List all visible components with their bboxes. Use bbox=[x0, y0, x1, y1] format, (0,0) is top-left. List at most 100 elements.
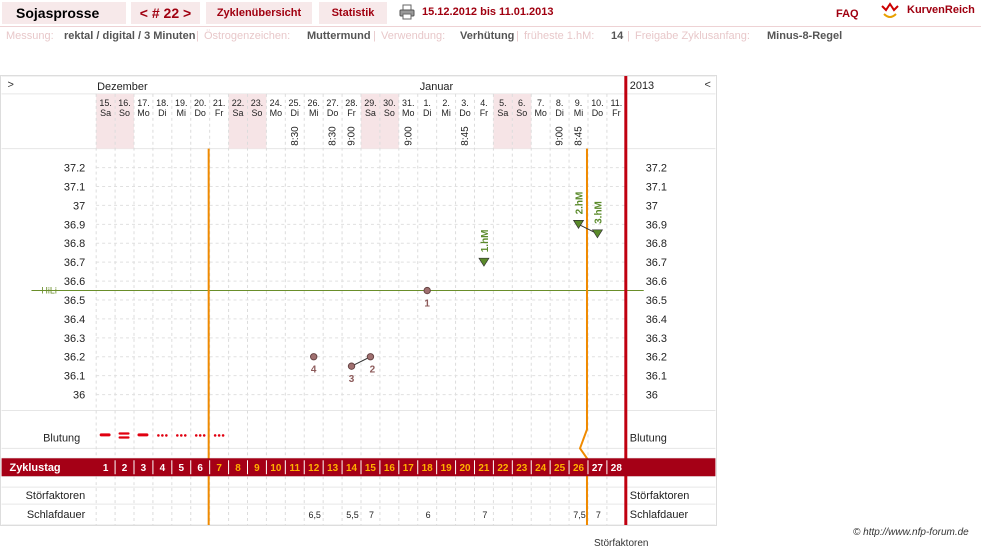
day-date: 25. bbox=[289, 98, 301, 108]
y-tick-left: 37.1 bbox=[64, 181, 85, 193]
cycle-day-number: 5 bbox=[179, 463, 185, 474]
earliest-hm-label: früheste 1.hM: bbox=[524, 30, 595, 42]
settings-info-bar: Messung: rektal / digital / 3 Minuten | … bbox=[0, 30, 981, 44]
cycle-day-number: 24 bbox=[535, 463, 547, 474]
y-tick-right: 36.7 bbox=[646, 257, 667, 269]
day-weekday: Sa bbox=[100, 108, 111, 118]
day-date: 31. bbox=[402, 98, 414, 108]
weekend-shade bbox=[96, 93, 116, 149]
cycle-day-number: 2 bbox=[122, 463, 128, 474]
date-range: 15.12.2012 bis 11.01.2013 bbox=[422, 6, 554, 18]
cycle-day-number: 22 bbox=[497, 463, 509, 474]
weekend-shade bbox=[228, 93, 248, 149]
bleeding-marker bbox=[161, 434, 164, 437]
day-weekday: Di bbox=[291, 108, 299, 118]
measure-time: 9:00 bbox=[403, 126, 414, 146]
faq-link[interactable]: FAQ bbox=[836, 8, 859, 20]
cycle-day-number: 13 bbox=[327, 463, 339, 474]
temperature-point bbox=[366, 353, 375, 361]
bleeding-marker bbox=[194, 434, 198, 437]
y-tick-left: 36.3 bbox=[64, 333, 85, 345]
bleeding-marker bbox=[118, 432, 130, 435]
day-weekday: Mi bbox=[177, 108, 186, 118]
day-weekday: Do bbox=[194, 108, 205, 118]
estrogen-value: Muttermund bbox=[307, 30, 371, 42]
y-tick-right: 36.2 bbox=[646, 352, 667, 364]
day-date: 4. bbox=[480, 98, 487, 108]
weekend-shade bbox=[379, 93, 399, 149]
bleeding-marker bbox=[179, 434, 183, 437]
temperature-point bbox=[423, 286, 431, 295]
day-date: 11. bbox=[610, 98, 622, 108]
day-date: 19. bbox=[175, 98, 187, 108]
disturbance-label: Störfaktoren bbox=[26, 490, 86, 502]
cycle-navigation[interactable]: < # 22 > bbox=[131, 2, 200, 24]
day-weekday: Di bbox=[423, 108, 431, 118]
hm-marker-icon bbox=[478, 257, 490, 267]
tab-statistics[interactable]: Statistik bbox=[319, 2, 387, 24]
y-tick-right: 36.6 bbox=[646, 276, 667, 288]
measurement-value: rektal / digital / 3 Minuten bbox=[64, 30, 196, 42]
y-tick-left: 37 bbox=[73, 200, 85, 212]
cycle-day-number: 8 bbox=[235, 463, 241, 474]
bleeding-marker bbox=[165, 434, 168, 437]
weekend-shade bbox=[115, 93, 134, 149]
day-date: 29. bbox=[364, 98, 376, 108]
day-weekday: So bbox=[384, 108, 395, 118]
day-date: 18. bbox=[156, 98, 168, 108]
year-label: 2013 bbox=[630, 80, 654, 92]
sleep-label: Schlafdauer bbox=[27, 509, 86, 521]
temperature-label: 4 bbox=[311, 365, 317, 376]
cycle-day-number: 1 bbox=[103, 463, 109, 474]
day-weekday: Mo bbox=[137, 108, 149, 118]
hili-label: HiLi bbox=[41, 286, 56, 296]
day-weekday: Mo bbox=[402, 108, 414, 118]
y-tick-right: 37.1 bbox=[646, 181, 667, 193]
disturbance-label-right: Störfaktoren bbox=[630, 490, 690, 502]
measure-time: 8:30 bbox=[328, 126, 339, 146]
tab-cycle-overview[interactable]: Zyklenübersicht bbox=[206, 2, 312, 24]
bleeding-marker bbox=[183, 434, 187, 437]
cycle-day-number: 7 bbox=[216, 463, 222, 474]
y-tick-left: 36.5 bbox=[64, 295, 85, 307]
cycle-day-number: 26 bbox=[573, 463, 585, 474]
day-date: 7. bbox=[537, 98, 544, 108]
y-tick-left: 36.9 bbox=[64, 219, 85, 231]
printer-icon[interactable] bbox=[399, 4, 415, 20]
cycle-day-number: 4 bbox=[160, 463, 166, 474]
day-date: 17. bbox=[137, 98, 149, 108]
hm-label: 3.hM bbox=[593, 201, 604, 224]
kurvenreich-logo-icon bbox=[881, 2, 899, 18]
cycle-day-number: 20 bbox=[459, 463, 471, 474]
weekend-shade bbox=[247, 93, 267, 149]
copyright: © http://www.nfp-forum.de bbox=[853, 527, 969, 538]
sleep-value: 6 bbox=[426, 510, 431, 520]
day-weekday: Fr bbox=[480, 108, 488, 118]
day-weekday: So bbox=[251, 108, 262, 118]
cycle-end-line bbox=[578, 148, 588, 525]
bleeding-marker bbox=[176, 434, 179, 437]
top-bar: Sojasprosse < # 22 > Zyklenübersicht Sta… bbox=[0, 0, 981, 26]
estrogen-label: Östrogenzeichen: bbox=[204, 30, 291, 42]
cycle-day-number: 18 bbox=[422, 463, 434, 474]
day-weekday: Do bbox=[327, 108, 338, 118]
day-weekday: Di bbox=[158, 108, 166, 118]
kurvenreich-link[interactable]: KurvenReich bbox=[907, 4, 975, 16]
day-weekday: Sa bbox=[497, 108, 508, 118]
release-value: Minus-8-Regel bbox=[767, 30, 843, 42]
y-tick-right: 37 bbox=[646, 200, 658, 212]
bleeding-marker bbox=[213, 434, 217, 437]
bleeding-marker bbox=[202, 434, 206, 437]
sleep-value: 5,5 bbox=[346, 510, 358, 520]
day-weekday: Sa bbox=[365, 108, 376, 118]
y-tick-right: 36.8 bbox=[646, 238, 667, 250]
cycle-day-bar bbox=[1, 458, 716, 477]
y-tick-left: 37.2 bbox=[64, 163, 85, 175]
bleeding-marker bbox=[99, 433, 111, 437]
day-weekday: Do bbox=[592, 108, 603, 118]
measure-time: 8:45 bbox=[460, 126, 471, 146]
day-weekday: Fr bbox=[612, 108, 620, 118]
bleeding-label-right: Blutung bbox=[630, 432, 667, 444]
y-tick-left: 36.7 bbox=[64, 257, 85, 269]
bleeding-marker bbox=[137, 433, 149, 437]
